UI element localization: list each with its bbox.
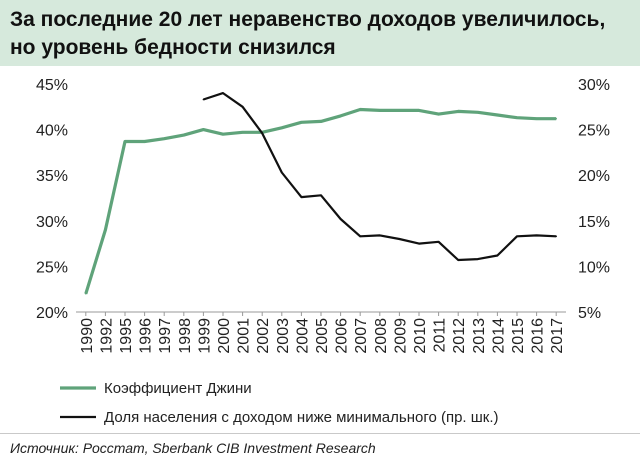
x-tick-label: 2010 <box>412 318 429 354</box>
poverty-data-point <box>222 92 224 94</box>
source-divider <box>0 433 640 434</box>
x-tick-label: 2007 <box>353 318 370 354</box>
x-tick-label: 2006 <box>334 318 351 354</box>
y-right-tick-label: 10% <box>578 259 610 276</box>
y-left-tick-label: 25% <box>36 259 68 276</box>
poverty-data-point <box>241 106 244 108</box>
x-tick-label: 2013 <box>471 318 488 354</box>
x-tick-label: 2015 <box>510 318 527 354</box>
poverty-data-point <box>418 242 420 245</box>
gini-data-point <box>281 126 283 129</box>
poverty-data-point <box>320 194 322 197</box>
legend-label: Доля населения с доходом ниже минимально… <box>104 409 499 426</box>
x-tick-label: 1995 <box>118 318 135 354</box>
y-right-tick-label: 15% <box>578 214 610 231</box>
x-tick-label: 2005 <box>314 318 331 354</box>
gini-data-point <box>379 109 381 112</box>
x-tick-label: 2016 <box>530 318 547 354</box>
poverty-data-point <box>398 238 401 240</box>
legend-label: Коэффициент Джини <box>104 380 252 397</box>
x-tick-label: 2008 <box>373 318 390 354</box>
x-tick-label: 1996 <box>138 318 155 354</box>
x-tick-label: 1997 <box>157 318 174 354</box>
x-tick-label: 2009 <box>392 318 409 354</box>
poverty-data-point <box>516 235 518 238</box>
gini-data-point <box>300 121 303 124</box>
y-left-tick-label: 40% <box>36 123 68 140</box>
gini-data-point <box>457 110 460 113</box>
y-right-tick-label: 5% <box>578 305 601 322</box>
gini-data-point <box>555 117 557 120</box>
gini-data-point <box>143 140 146 143</box>
chart-title-line-1: За последние 20 лет неравенство доходов … <box>10 8 606 31</box>
y-left-tick-label: 30% <box>36 214 68 231</box>
poverty-data-point <box>437 240 440 243</box>
gini-data-point <box>202 128 205 131</box>
poverty-data-point <box>379 234 381 237</box>
x-tick-label: 2000 <box>216 318 233 354</box>
x-tick-label: 1999 <box>196 318 213 354</box>
x-tick-label: 2003 <box>275 318 292 354</box>
y-right-tick-label: 20% <box>578 168 610 185</box>
gini-data-point <box>339 115 342 117</box>
y-right-tick-label: 30% <box>578 77 610 94</box>
x-tick-label: 2012 <box>451 318 468 354</box>
gini-data-point <box>418 109 420 112</box>
y-left-tick-label: 45% <box>36 77 68 94</box>
gini-data-point <box>241 131 244 134</box>
source-note: Источник: Росстат, Sberbank CIB Investme… <box>10 440 376 456</box>
gini-series-line <box>84 107 557 295</box>
y-left-tick-label: 35% <box>36 168 68 185</box>
poverty-data-point <box>359 235 362 238</box>
x-tick-label: 2004 <box>294 318 311 354</box>
x-tick-label: 2001 <box>236 318 253 354</box>
x-tick-label: 2011 <box>432 318 449 353</box>
gini-data-point <box>320 120 322 123</box>
gini-data-point <box>535 117 538 120</box>
poverty-data-point <box>300 196 303 198</box>
gini-data-point <box>359 108 362 111</box>
gini-data-point <box>496 114 499 116</box>
poverty-data-point <box>535 234 538 237</box>
x-tick-label: 1998 <box>177 318 194 354</box>
gini-data-point <box>163 137 165 140</box>
poverty-data-point <box>496 254 499 257</box>
poverty-data-point <box>261 132 264 135</box>
x-tick-label: 1990 <box>79 318 96 354</box>
poverty-data-point <box>477 258 479 260</box>
gini-data-point <box>437 113 440 115</box>
poverty-data-point <box>281 171 283 174</box>
chart-title: За последние 20 лет неравенство доходов … <box>0 0 640 66</box>
chart-title-line-2: но уровень бедности снизился <box>10 36 336 59</box>
x-tick-label: 2002 <box>255 318 272 354</box>
gini-data-point <box>516 116 518 119</box>
poverty-data-point <box>555 235 557 238</box>
gini-data-point <box>124 140 126 143</box>
gini-data-point <box>104 229 107 231</box>
x-tick-label: 1992 <box>98 318 115 354</box>
line-chart: 20%25%30%35%40%45%5%10%15%20%25%30%1990 1… <box>36 77 610 426</box>
x-tick-label: 2017 <box>549 318 566 354</box>
gini-data-point <box>477 111 479 114</box>
gini-data-point <box>398 109 401 112</box>
x-tick-label: 2014 <box>490 318 507 354</box>
y-left-tick-label: 20% <box>36 305 68 322</box>
gini-data-point <box>85 292 87 295</box>
gini-data-point <box>183 134 185 136</box>
y-right-tick-label: 25% <box>578 123 610 140</box>
gini-data-point <box>222 133 224 135</box>
poverty-data-point <box>202 98 205 101</box>
poverty-data-point <box>339 218 342 220</box>
poverty-data-point <box>457 259 460 261</box>
